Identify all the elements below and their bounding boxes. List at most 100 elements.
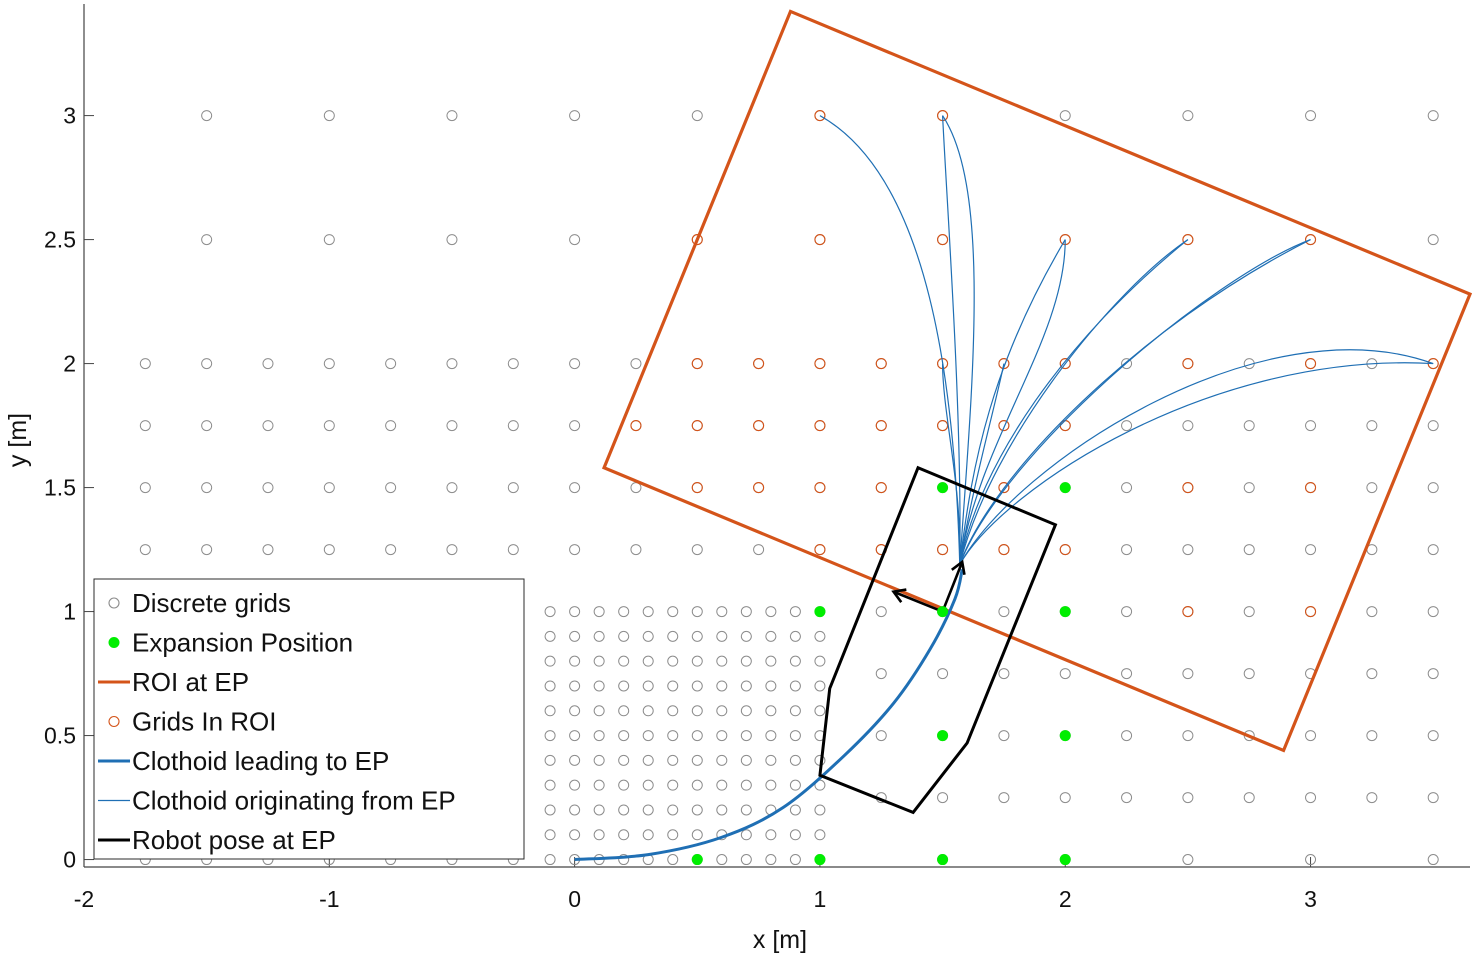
- grid-point: [1182, 544, 1194, 556]
- expansion-point: [1059, 854, 1071, 866]
- expansion-point: [814, 606, 826, 618]
- grid-point: [691, 705, 703, 717]
- grid-point: [569, 680, 581, 692]
- grid-point: [691, 730, 703, 742]
- grid-point: [139, 358, 151, 370]
- grid-point: [789, 829, 801, 841]
- legend-marker-ring: [108, 715, 120, 728]
- grid-point: [569, 358, 581, 370]
- grid-point: [765, 854, 777, 866]
- grid-point: [618, 705, 630, 717]
- grid-point: [642, 606, 654, 618]
- grid-point: [446, 358, 458, 370]
- grid-point: [740, 630, 752, 642]
- grid-point: [789, 754, 801, 766]
- grid-point: [642, 680, 654, 692]
- roi-grid-point: [753, 358, 765, 370]
- legend-label: Robot pose at EP: [132, 825, 336, 855]
- roi-grid-point: [814, 482, 826, 494]
- grid-point: [716, 630, 728, 642]
- clothoid-branch: [959, 239, 1311, 565]
- grid-point: [1243, 544, 1255, 556]
- legend-entry: Clothoid leading to EP: [98, 746, 389, 776]
- legend-label: Grids In ROI: [132, 707, 276, 737]
- grid-point: [691, 606, 703, 618]
- grid-point: [765, 630, 777, 642]
- grid-point: [569, 482, 581, 494]
- grid-point: [201, 234, 213, 246]
- y-tick-label: 0: [63, 847, 76, 873]
- grid-point: [569, 544, 581, 556]
- y-tick-label: 2: [63, 351, 76, 377]
- grid-point: [1243, 420, 1255, 432]
- clothoid-branch: [819, 115, 961, 565]
- grid-point: [814, 705, 826, 717]
- grid-point: [630, 544, 642, 556]
- grid-point: [385, 358, 397, 370]
- grid-point: [618, 804, 630, 816]
- grid-point: [691, 804, 703, 816]
- grids-in-roi-series: [630, 110, 1439, 618]
- grid-point: [446, 482, 458, 494]
- grid-point: [201, 420, 213, 432]
- grid-point: [765, 705, 777, 717]
- grid-point: [446, 234, 458, 246]
- grid-point: [385, 544, 397, 556]
- grid-point: [262, 544, 274, 556]
- grid-point: [691, 829, 703, 841]
- grid-point: [1182, 730, 1194, 742]
- grid-point: [139, 482, 151, 494]
- legend-label: Clothoid originating from EP: [132, 786, 456, 816]
- grid-point: [593, 829, 605, 841]
- grid-point: [814, 630, 826, 642]
- grid-point: [740, 655, 752, 667]
- grid-point: [716, 680, 728, 692]
- clothoid-branch: [942, 115, 975, 565]
- grid-point: [1366, 730, 1378, 742]
- grid-point: [998, 668, 1010, 680]
- grid-point: [642, 655, 654, 667]
- grid-point: [789, 804, 801, 816]
- grid-point: [642, 730, 654, 742]
- grid-point: [544, 655, 556, 667]
- grid-point: [789, 655, 801, 667]
- grid-point: [740, 680, 752, 692]
- roi-grid-point: [814, 544, 826, 556]
- roi-grid-point: [875, 420, 887, 432]
- y-tick-label: 1.5: [44, 475, 76, 501]
- grid-point: [1427, 606, 1439, 618]
- grid-point: [691, 630, 703, 642]
- clothoid-branch: [959, 239, 1189, 565]
- grid-point: [544, 680, 556, 692]
- plot-area: [139, 9, 1473, 866]
- legend-entry: Clothoid originating from EP: [98, 786, 456, 816]
- clothoid-leading-line: [574, 569, 964, 862]
- grid-point: [1182, 792, 1194, 804]
- grid-point: [1427, 420, 1439, 432]
- grid-point: [323, 482, 335, 494]
- grid-point: [740, 804, 752, 816]
- y-tick-label: 3: [63, 103, 76, 129]
- grid-point: [544, 829, 556, 841]
- grid-point: [1305, 854, 1317, 866]
- legend-entry: ROI at EP: [98, 667, 249, 697]
- grid-point: [1121, 606, 1133, 618]
- grid-point: [667, 754, 679, 766]
- grid-point: [446, 420, 458, 432]
- grid-point: [1305, 730, 1317, 742]
- expansion-point: [691, 854, 703, 866]
- roi-grid-point: [814, 358, 826, 370]
- grid-point: [569, 829, 581, 841]
- grid-point: [716, 854, 728, 866]
- grid-point: [642, 705, 654, 717]
- clothoid-branch: [959, 349, 1434, 565]
- grid-point: [1305, 420, 1317, 432]
- grid-point: [618, 606, 630, 618]
- grid-point: [667, 854, 679, 866]
- grid-point: [691, 779, 703, 791]
- grid-point: [1059, 668, 1071, 680]
- grid-point: [630, 358, 642, 370]
- grid-point: [323, 420, 335, 432]
- grid-point: [642, 779, 654, 791]
